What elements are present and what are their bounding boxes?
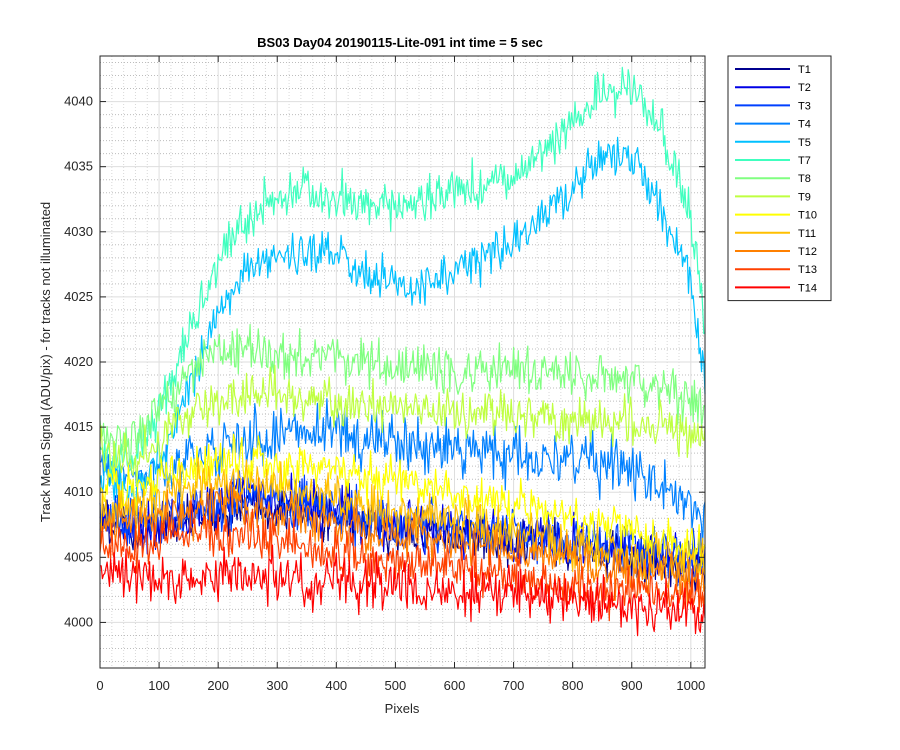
y-tick-label: 4000: [64, 614, 93, 629]
x-tick-label: 500: [385, 678, 407, 693]
x-tick-label: 300: [266, 678, 288, 693]
legend-label-t8: T8: [798, 173, 811, 185]
legend-label-t12: T12: [798, 246, 817, 258]
x-tick-label: 200: [207, 678, 229, 693]
series-line-t14: [99, 544, 706, 637]
series-line-t3: [99, 470, 706, 588]
series-line-t4: [99, 398, 706, 547]
y-tick-label: 4030: [64, 224, 93, 239]
series-line-t12: [99, 477, 706, 607]
legend-label-t13: T13: [798, 264, 817, 276]
series-layer: [99, 66, 706, 637]
chart-title: BS03 Day04 20190115-Lite-091 int time = …: [257, 35, 543, 50]
legend-label-t7: T7: [798, 155, 811, 167]
plot-axes: 0 100 200 300 400 500 600 700 800 900 1000 4000 4005…: [64, 55, 706, 693]
legend-label-t14: T14: [798, 282, 817, 294]
series-line-t7: [99, 66, 706, 478]
legend: T1 T2 T3 T4 T5 T7 T8 T9 T10 T11 T12 T13 T14: [727, 55, 832, 302]
legend-label-t11: T11: [798, 228, 816, 240]
x-tick-label: 100: [148, 678, 170, 693]
y-axis-label: Track Mean Signal (ADU/pix) - for tracks…: [38, 202, 53, 522]
y-tick-label: 4020: [64, 354, 93, 369]
x-tick-label: 1000: [676, 678, 705, 693]
x-tick-label: 600: [444, 678, 466, 693]
series-line-t9: [99, 364, 706, 488]
legend-label-t4: T4: [798, 119, 811, 131]
legend-label-t5: T5: [798, 137, 811, 149]
x-tick-label: 700: [503, 678, 525, 693]
y-tick-label: 4025: [64, 289, 93, 304]
x-tick-label: 0: [96, 678, 103, 693]
y-tick-label: 4040: [64, 94, 93, 109]
legend-label-t1: T1: [798, 64, 811, 76]
legend-label-t3: T3: [798, 100, 811, 112]
axis-ticks: 0 100 200 300 400 500 600 700 800 900 1000 4000 4005…: [64, 56, 705, 693]
x-tick-label: 400: [325, 678, 347, 693]
y-tick-label: 4015: [64, 419, 93, 434]
legend-label-t9: T9: [798, 191, 811, 203]
legend-label-t2: T2: [798, 82, 811, 94]
legend-label-t10: T10: [798, 210, 817, 222]
series-line-t11: [99, 457, 706, 583]
y-tick-label: 4010: [64, 484, 93, 499]
y-tick-label: 4005: [64, 549, 93, 564]
series-line-t8: [99, 323, 706, 464]
x-tick-label: 800: [562, 678, 584, 693]
x-axis-label: Pixels: [385, 701, 420, 716]
y-tick-label: 4035: [64, 159, 93, 174]
x-tick-label: 900: [621, 678, 643, 693]
series-line-t10: [99, 433, 706, 567]
